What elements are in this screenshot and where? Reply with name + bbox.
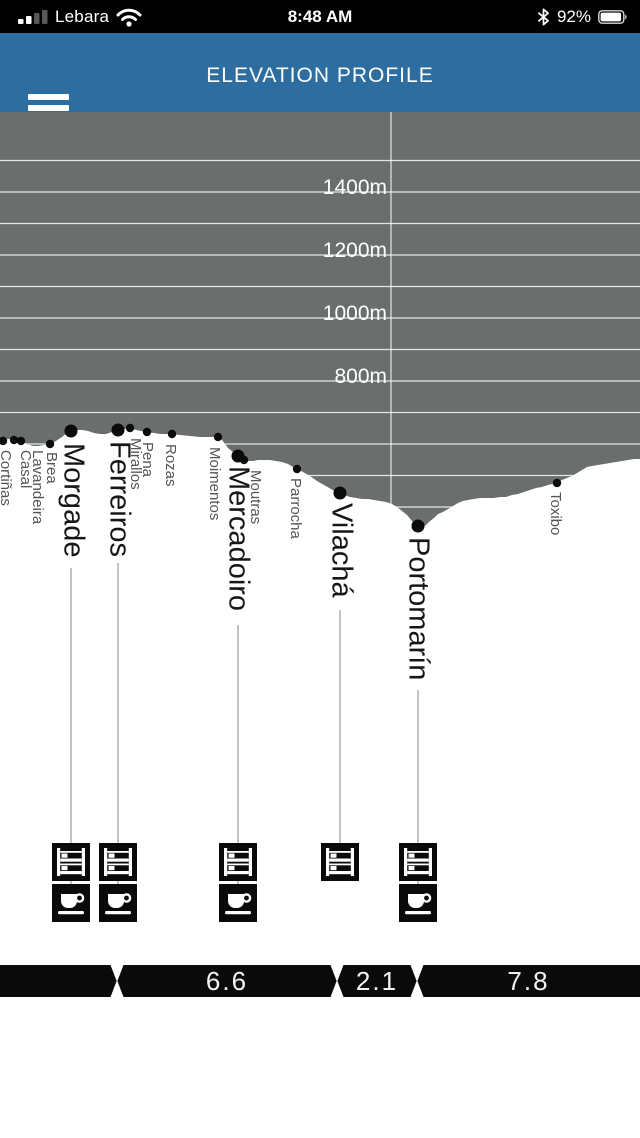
bed-icon <box>52 843 90 881</box>
terrain-profile-area <box>0 112 640 528</box>
segment-notch <box>110 980 124 997</box>
town-dot-toxibo <box>552 478 562 488</box>
bed-icon <box>99 843 137 881</box>
town-label-brea: Brea <box>43 452 60 484</box>
elevation-label: 1200m <box>323 239 387 262</box>
town-label-ferreiros: Ferreiros <box>103 441 135 557</box>
segment-notch <box>410 965 424 982</box>
town-label-moimentos: Moimentos <box>206 447 223 520</box>
town-dot-lavandeira <box>16 436 26 446</box>
bluetooth-icon <box>538 8 549 25</box>
clock: 8:48 AM <box>287 6 353 26</box>
town-dot-moimentos <box>213 432 223 442</box>
town-dot-brea <box>45 439 55 449</box>
app-header: ELEVATION PROFILE <box>0 33 640 122</box>
town-label-casal: Casal <box>17 450 34 488</box>
battery-percent: 92% <box>556 6 591 26</box>
town-label-mirallos: Mirallos <box>127 438 144 490</box>
elevation-label: 1400m <box>323 176 387 199</box>
elevation-label: 800m <box>334 365 387 388</box>
town-label-mercadoiro: Mercadoiro <box>222 466 254 611</box>
segment-notch <box>330 980 344 997</box>
status-bar-right: 92% <box>537 0 628 33</box>
town-dot-casal <box>9 435 19 445</box>
town-label-rozas: Rozas <box>162 444 179 487</box>
segment-notch <box>410 980 424 997</box>
town-dot-portomarin <box>411 519 425 533</box>
cell-signal-icon <box>18 9 48 24</box>
town-dot-ferreiros <box>111 423 125 437</box>
cafe-icon <box>399 884 437 922</box>
town-dot-moutras <box>239 455 249 465</box>
town-dot-parrocha <box>292 464 302 474</box>
town-dot-pena <box>142 427 152 437</box>
segment-notch <box>110 965 124 982</box>
town-label-moutras: Moutras <box>247 470 264 524</box>
town-label-toxibo: Toxibo <box>547 492 564 535</box>
distance-value: 7.8 <box>507 966 549 996</box>
bed-icon <box>399 843 437 881</box>
distance-bar <box>0 965 640 997</box>
town-dot-mirallos <box>125 423 135 433</box>
elevation-label: 1000m <box>323 302 387 325</box>
town-label-cortinas: Cortiñas <box>0 450 14 506</box>
town-label-lavandeira: Lavandeira <box>29 450 46 525</box>
town-dot-rozas <box>167 429 177 439</box>
wifi-icon <box>116 8 142 27</box>
town-label-morgade: Morgade <box>57 443 89 557</box>
distance-value: 2.1 <box>356 966 398 996</box>
town-dot-morgade <box>64 424 78 438</box>
bed-icon <box>321 843 359 881</box>
town-dot-cortinas <box>0 436 8 446</box>
town-label-vilacha: Vilachá <box>325 503 357 598</box>
menu-icon <box>28 94 69 100</box>
cafe-icon <box>52 884 90 922</box>
cafe-icon <box>219 884 257 922</box>
town-label-parrocha: Parrocha <box>287 478 304 540</box>
town-label-portomarin: Portomarín <box>402 537 434 680</box>
carrier-label: Lebara <box>55 6 110 26</box>
status-bar-left: Lebara <box>18 0 142 33</box>
segment-notch <box>330 965 344 982</box>
cafe-icon <box>99 884 137 922</box>
status-bar: Lebara 8:48 AM 92% <box>0 0 640 33</box>
page-title: ELEVATION PROFILE <box>206 64 434 87</box>
town-dot-vilacha <box>333 486 347 500</box>
town-label-pena: Pena <box>139 442 156 478</box>
bed-icon <box>219 843 257 881</box>
battery-icon <box>598 9 627 24</box>
distance-value: 6.6 <box>206 966 248 996</box>
